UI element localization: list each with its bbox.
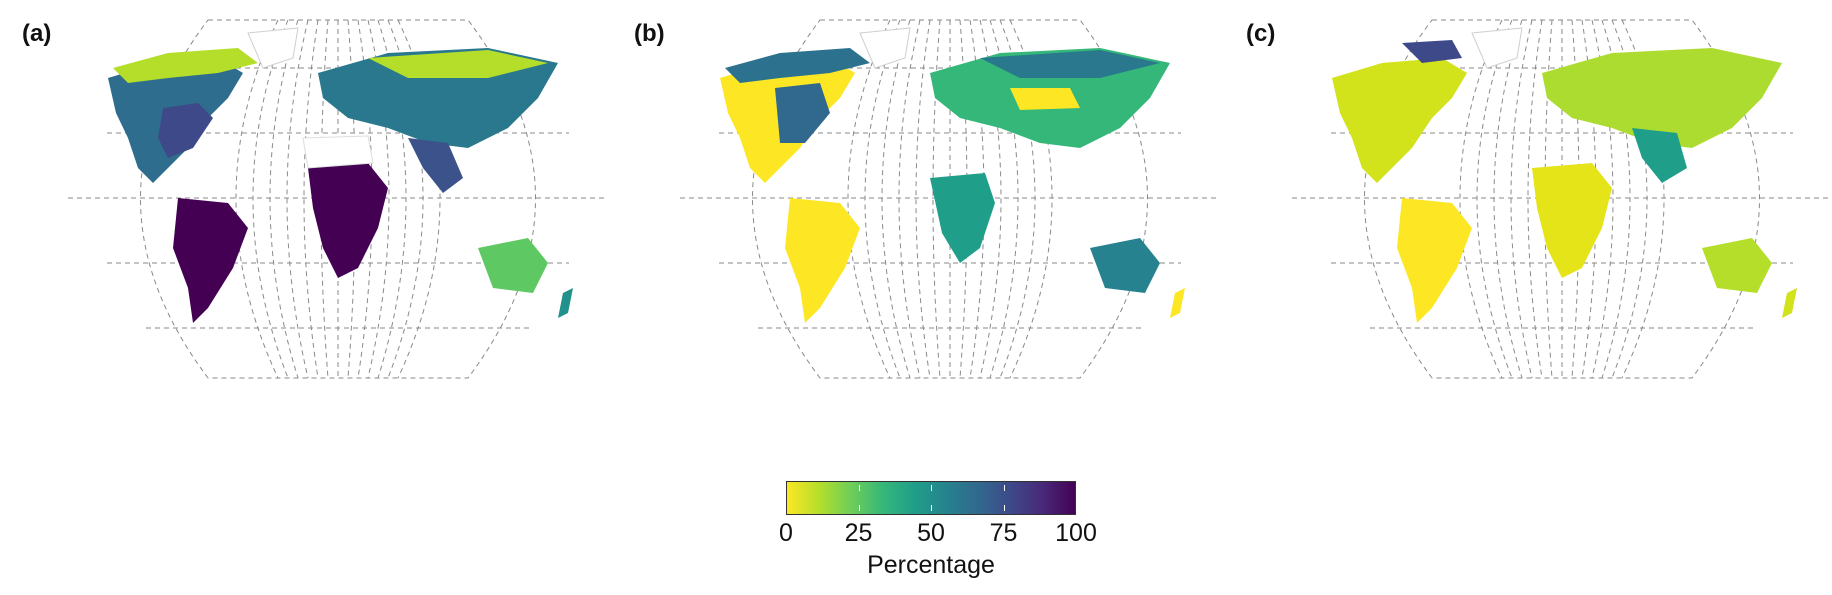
africa-north: [302, 135, 374, 169]
panel-label-c: (c): [1246, 20, 1276, 47]
africa: [1532, 163, 1612, 278]
colorbar-tick-label: 25: [844, 519, 873, 547]
land-layer: [108, 27, 573, 323]
colorbar-tick-mark: [1003, 505, 1005, 511]
new-zealand: [1170, 288, 1185, 318]
graticule-meridian: [1527, 19, 1543, 379]
graticule-meridian: [286, 19, 309, 379]
graticule-meridian: [1544, 19, 1553, 379]
south-america: [785, 198, 860, 323]
siberia: [980, 50, 1160, 78]
siberia: [368, 50, 548, 78]
world-map-b: [680, 19, 1220, 379]
map-panel-b: (b): [612, 0, 1220, 470]
north-america: [1332, 58, 1467, 183]
graticule-meridian: [235, 19, 279, 379]
graticule-meridian: [1493, 19, 1523, 379]
eurasia: [1542, 48, 1782, 148]
north-america-north: [1402, 40, 1462, 63]
greenland: [859, 27, 911, 69]
australia: [478, 238, 548, 293]
world-map-c: [1292, 19, 1832, 379]
colorbar-tick-label: 0: [779, 519, 793, 547]
colorbar-tick-label: 100: [1055, 519, 1097, 547]
africa-central: [930, 173, 995, 263]
legend-title: Percentage: [867, 551, 995, 579]
graticule-meridian: [1510, 19, 1533, 379]
north-america-north: [725, 48, 870, 83]
graticule-meridian: [269, 19, 299, 379]
graticule-meridian: [847, 19, 891, 379]
panel-label-a: (a): [22, 20, 52, 47]
graticule-meridian: [1459, 19, 1503, 379]
australia: [1090, 238, 1160, 293]
graticule-meridian: [303, 19, 319, 379]
south-america: [1397, 198, 1472, 323]
south-america: [173, 198, 248, 323]
graticule-meridian: [932, 19, 941, 379]
colorbar-tick-mark: [858, 485, 860, 491]
australia: [1702, 238, 1772, 293]
land-layer: [720, 27, 1185, 323]
colorbar-tick-mark: [1003, 485, 1005, 491]
graticule-meridian: [915, 19, 931, 379]
north-america-east: [775, 83, 830, 143]
south-asia: [1632, 128, 1687, 183]
panel-label-b: (b): [634, 20, 665, 47]
north-america-north: [113, 48, 258, 83]
map-panel-a: (a): [0, 0, 608, 470]
colorbar-tick-label: 50: [917, 519, 945, 547]
greenland: [1471, 27, 1523, 69]
world-map-a: [68, 19, 608, 379]
graticule-meridian: [320, 19, 329, 379]
colorbar-tick-label: 75: [989, 519, 1018, 547]
new-zealand: [558, 288, 573, 318]
greenland: [247, 27, 299, 69]
colorbar-tick-mark: [858, 505, 860, 511]
graticule-meridian: [881, 19, 911, 379]
map-panel-c: (c): [1224, 0, 1832, 470]
north-america-east: [158, 103, 213, 158]
colorbar-tick-mark: [931, 485, 932, 491]
graticule-meridian: [898, 19, 921, 379]
land-layer: [1332, 27, 1797, 323]
central-asia: [1010, 88, 1080, 110]
colorbar-tick-mark: [931, 505, 932, 511]
south-asia: [408, 138, 463, 193]
africa: [308, 163, 388, 278]
new-zealand: [1782, 288, 1797, 318]
